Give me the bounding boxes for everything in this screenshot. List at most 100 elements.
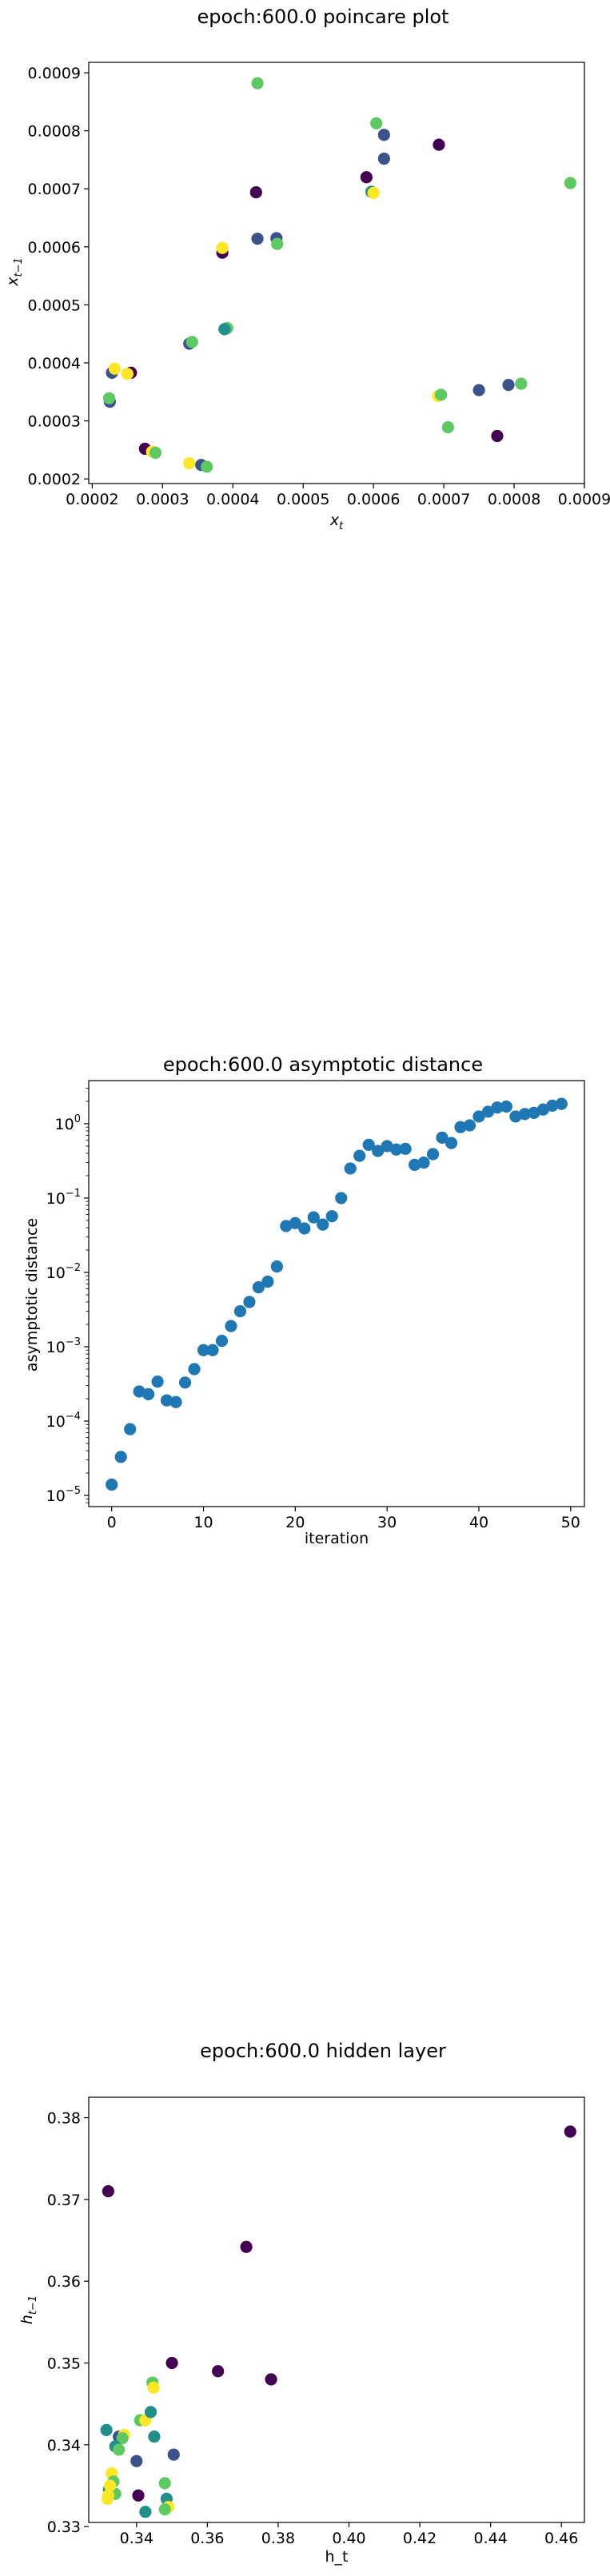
asymptotic-point [335,1192,348,1204]
asymptotic-xtick-label: 20 [285,1514,305,1531]
asymptotic-ytick-label: 10−5 [46,1485,81,1505]
poincare-point [515,377,528,390]
poincare-xlabel-sub: t [339,520,344,532]
hidden-point [158,2503,171,2516]
asymptotic-distance-axes: 0 10 20 30 40 50 10−5 10−4 10−3 10−2 10−1 100 [46,1088,580,1531]
asymptotic-point [206,1344,219,1356]
asymptotic-distance-xlabel: iteration [305,1530,369,1547]
asymptotic-point [252,1281,265,1294]
hidden-layer-xlabel: h_t [325,2548,349,2566]
poincare-ytick-label: 0.0009 [28,65,81,82]
poincare-ytick-label: 0.0007 [28,181,81,198]
hidden-xtick-label: 0.42 [403,2530,437,2547]
asymptotic-point [445,1137,458,1149]
poincare-ytick-label: 0.0003 [28,413,81,431]
asymptotic-point [500,1100,513,1113]
asymptotic-distance-title: epoch:600.0 asymptotic distance [163,1053,483,1076]
poincare-point [360,171,373,184]
hidden-point [101,2492,114,2505]
hidden-point [564,2125,576,2138]
asymptotic-point [197,1344,210,1356]
asymptotic-point [472,1110,485,1123]
poincare-xtick-label: 0.0002 [66,491,118,508]
poincare-point [564,177,577,189]
asymptotic-point [169,1395,182,1408]
poincare-xtick-label: 0.0008 [488,491,540,508]
poincare-plot-axes: 0.0002 0.0003 0.0004 0.0005 0.0006 0.0007 0.00… [28,65,610,508]
asymptotic-point [225,1320,237,1332]
poincare-point [377,129,390,141]
poincare-point [183,456,196,470]
asymptotic-point [178,1376,192,1389]
hidden-layer-frame [88,2096,585,2523]
asymptotic-point [233,1305,247,1318]
poincare-ylabel-base: x [4,277,22,287]
asymptotic-point [261,1276,274,1288]
hidden-point [144,2406,157,2419]
asymptotic-distance-ylabel: asymptotic distance [23,1218,41,1372]
asymptotic-xtick-label: 40 [469,1514,488,1531]
hidden-point [158,2477,171,2490]
poincare-point [491,429,504,443]
asymptotic-xtick-label: 10 [193,1514,213,1531]
hidden-layer-points [100,2125,576,2518]
asymptotic-point [399,1142,412,1155]
asymptotic-point [463,1119,476,1132]
asymptotic-point [142,1388,155,1400]
poincare-point [434,388,448,401]
asymptotic-point [372,1145,385,1157]
poincare-plot-frame [88,62,585,484]
asymptotic-point [151,1375,164,1388]
asymptotic-point [454,1121,467,1133]
hidden-point [165,2356,178,2370]
hidden-layer-panel: epoch:600.0 hidden layer 0.34 0.36 0.38 0.4… [18,2040,585,2566]
poincare-xtick-label: 0.0006 [347,491,400,508]
hidden-layer-title: epoch:600.0 hidden layer [200,2040,446,2062]
poincare-point [271,237,284,250]
poincare-plot-ylabel: xt−1 [4,257,25,287]
hidden-xtick-label: 0.38 [261,2530,295,2547]
poincare-point [251,77,264,90]
poincare-point [367,186,380,199]
asymptotic-distance-panel: epoch:600.0 asymptotic distance 0 10 20 30 4… [23,1053,585,1547]
poincare-point [218,323,231,336]
hidden-point [147,2381,160,2394]
asymptotic-xtick-label: 50 [561,1514,580,1531]
poincare-point [121,368,134,380]
asymptotic-point [408,1158,421,1171]
hidden-point [265,2373,277,2386]
hidden-point [103,2479,117,2492]
hidden-point [113,2443,126,2456]
hidden-ytick-label: 0.34 [47,2437,81,2455]
hidden-xtick-label: 0.44 [473,2530,507,2547]
asymptotic-distance-frame [88,1080,585,1507]
poincare-point [201,460,213,473]
asymptotic-ytick-label: 10−1 [46,1188,81,1208]
asymptotic-point [353,1149,366,1162]
asymptotic-point [106,1478,118,1491]
asymptotic-xtick-label: 30 [377,1514,397,1531]
asymptotic-point [546,1099,559,1112]
poincare-plot-xlabel: xt [329,512,344,532]
asymptotic-point [160,1394,173,1407]
hidden-ylabel-sub: t−1 [27,2295,39,2315]
poincare-point [249,186,262,199]
hidden-point [167,2448,180,2461]
asymptotic-point [317,1218,329,1231]
asymptotic-point [381,1140,393,1153]
asymptotic-point [280,1220,293,1232]
hidden-ytick-label: 0.38 [47,2110,81,2128]
asymptotic-point [390,1143,403,1156]
poincare-plot-panel: epoch:600.0 poincare plot 0.0002 0.0003 0.… [4,6,610,532]
asymptotic-ytick-label: 10−2 [46,1262,81,1282]
asymptotic-point [536,1103,549,1116]
hidden-layer-ylabel: ht−1 [18,2295,39,2324]
asymptotic-point [307,1211,320,1224]
asymptotic-point [325,1210,338,1223]
asymptotic-point [344,1162,357,1175]
asymptotic-point [518,1108,531,1121]
poincare-point [102,392,116,404]
asymptotic-point [215,1335,229,1348]
poincare-point [377,152,390,165]
hidden-ytick-label: 0.35 [47,2355,81,2373]
